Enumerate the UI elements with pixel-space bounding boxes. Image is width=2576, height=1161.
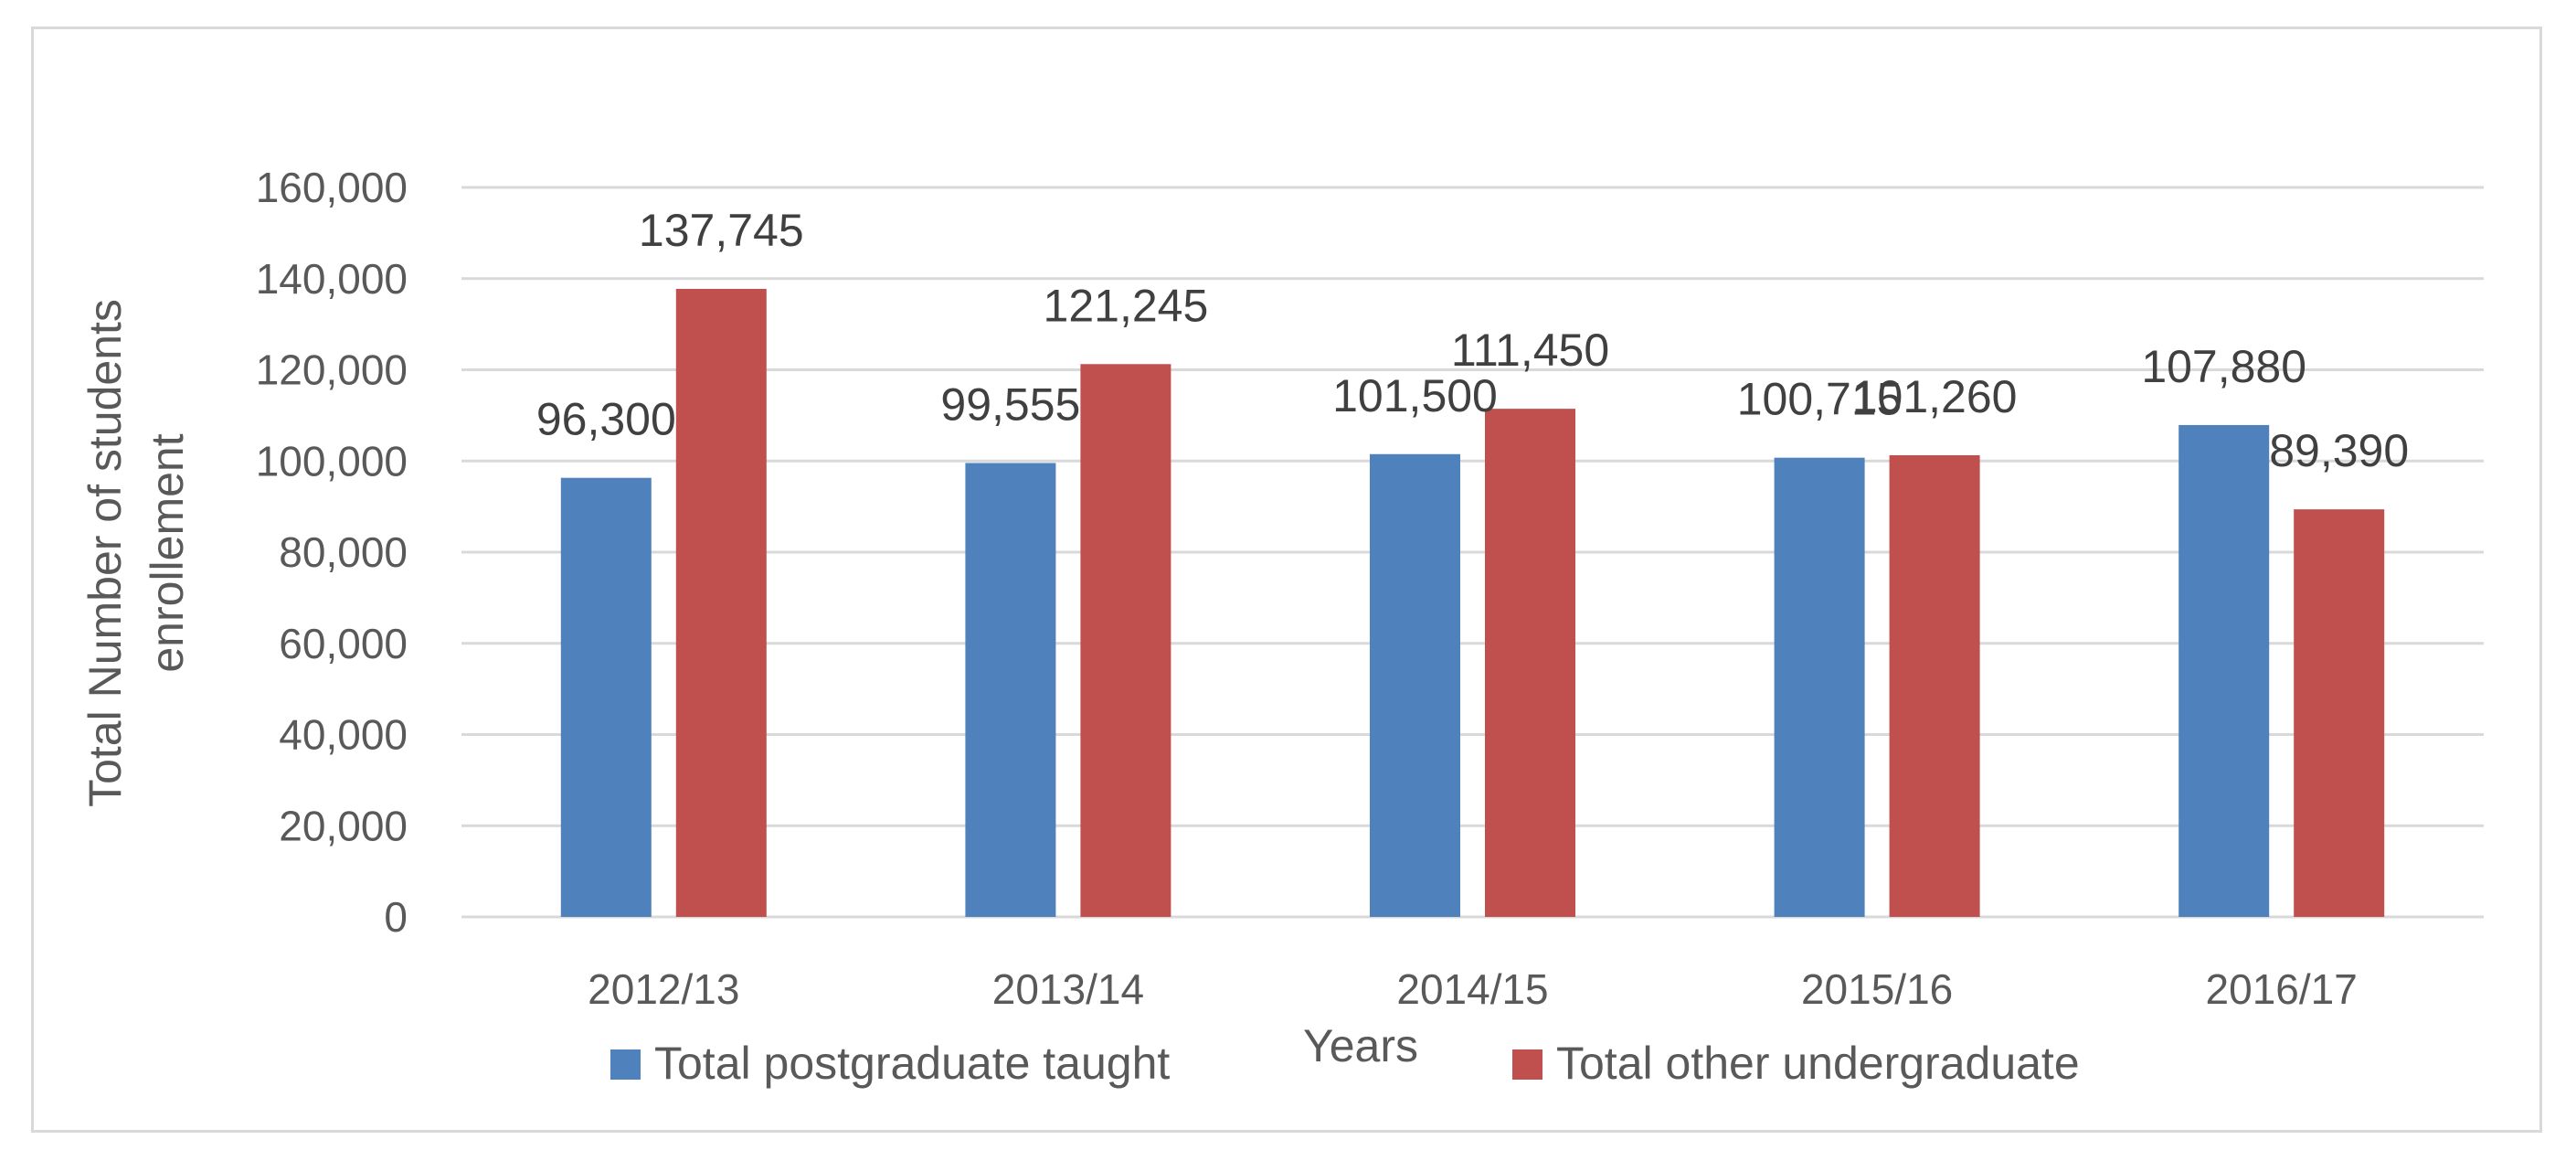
y-tick-label: 140,000 <box>256 255 408 303</box>
legend-item-postgraduate[interactable]: Total postgraduate taught <box>610 1038 1170 1089</box>
data-label: 137,745 <box>639 205 804 256</box>
bar-postgraduate[interactable] <box>965 463 1056 917</box>
data-label: 107,880 <box>2141 341 2306 392</box>
bar-undergraduate[interactable] <box>2294 509 2385 917</box>
data-label: 89,390 <box>2269 425 2409 476</box>
y-tick-label: 0 <box>384 893 408 941</box>
data-labels: 96,300 137,745 99,555 121,245 101,500111,450… <box>536 205 2409 476</box>
y-axis-title-line-1: Total Number of students <box>80 299 131 807</box>
y-axis-ticks: 0 20,000 40,000 60,000 80,000 100,000 120,000 1… <box>256 164 408 941</box>
data-label: 111,450 <box>1451 325 1609 376</box>
bars <box>560 288 2385 918</box>
y-tick-label: 20,000 <box>279 802 408 849</box>
y-axis-title-line-2: enrollement <box>142 433 193 672</box>
x-tick-label: 2015/16 <box>1801 965 1953 1013</box>
y-tick-label: 60,000 <box>279 620 408 667</box>
y-tick-label: 120,000 <box>256 346 408 394</box>
bar-undergraduate[interactable] <box>1889 454 1980 917</box>
legend-swatch-postgraduate <box>610 1049 641 1080</box>
bar-postgraduate[interactable] <box>560 477 652 917</box>
data-label: 99,555 <box>940 378 1080 430</box>
legend-label-postgraduate: Total postgraduate taught <box>654 1038 1170 1089</box>
x-axis-ticks: 2012/13 2013/14 2014/15 2015/16 2016/17 <box>588 965 2358 1013</box>
legend: Total postgraduate taught Total other un… <box>610 1038 2080 1089</box>
data-label: 121,245 <box>1044 280 1209 331</box>
data-label: 96,300 <box>536 394 676 445</box>
x-tick-label: 2012/13 <box>588 965 739 1013</box>
x-tick-label: 2014/15 <box>1396 965 1548 1013</box>
legend-swatch-undergraduate <box>1512 1049 1542 1080</box>
bar-postgraduate[interactable] <box>1370 453 1460 917</box>
y-axis-title: Total Number of students enrollement <box>80 299 193 807</box>
bar-undergraduate[interactable] <box>1080 364 1171 918</box>
y-tick-label: 160,000 <box>256 164 408 211</box>
x-tick-label: 2013/14 <box>992 965 1144 1013</box>
data-label: 101,500 <box>1332 370 1498 421</box>
legend-item-undergraduate[interactable]: Total other undergraduate <box>1512 1038 2080 1089</box>
x-tick-label: 2016/17 <box>2206 965 2358 1013</box>
data-label: 101,260 <box>1852 371 2018 422</box>
bar-postgraduate[interactable] <box>1774 457 1865 917</box>
x-axis-title: Years <box>1303 1020 1418 1071</box>
legend-label-undergraduate: Total other undergraduate <box>1556 1038 2080 1089</box>
bar-undergraduate[interactable] <box>1485 409 1575 917</box>
y-tick-label: 100,000 <box>256 437 408 485</box>
chart-frame <box>31 27 2542 1133</box>
bar-undergraduate[interactable] <box>675 288 767 917</box>
gridlines <box>461 186 2484 919</box>
y-tick-label: 40,000 <box>279 711 408 759</box>
y-tick-label: 80,000 <box>279 528 408 576</box>
data-label: 100,715 <box>1737 374 1903 425</box>
bar-postgraduate[interactable] <box>2178 424 2270 917</box>
